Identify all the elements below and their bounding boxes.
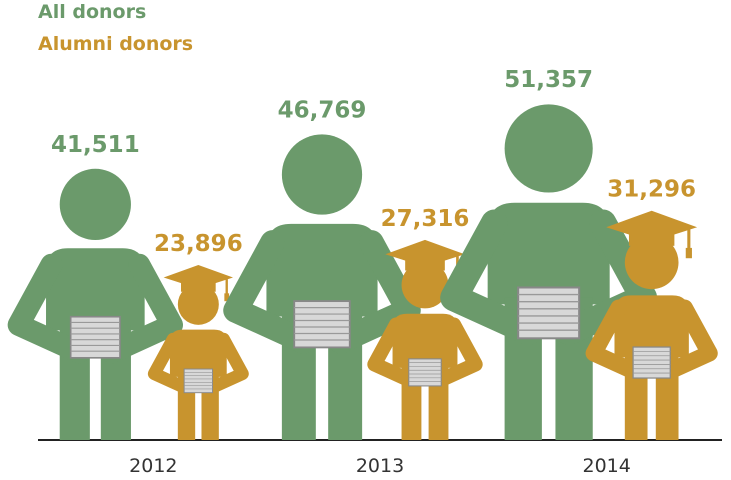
- cap-base: [405, 259, 445, 271]
- tassel-end: [224, 293, 230, 302]
- tassel-end: [685, 247, 692, 259]
- data-label: 46,769: [278, 97, 367, 123]
- torso: [266, 223, 378, 317]
- legend-entry: Alumni donors: [38, 33, 193, 55]
- head: [59, 168, 131, 240]
- x-tick-label: 2014: [582, 455, 630, 477]
- head: [177, 283, 219, 325]
- cap-base: [628, 233, 675, 246]
- arms: [7, 253, 184, 364]
- donor-figure: [223, 134, 421, 440]
- x-tick-label: 2012: [129, 455, 177, 477]
- donor-figure: [585, 210, 718, 440]
- torso: [614, 295, 689, 358]
- cap-base: [180, 282, 216, 292]
- arms: [223, 230, 421, 354]
- head: [401, 261, 449, 309]
- donor-figure: [367, 239, 483, 440]
- data-label: 31,296: [607, 177, 696, 203]
- donor-figure: [7, 168, 184, 440]
- arms: [147, 332, 249, 396]
- cap-board: [385, 239, 465, 267]
- head: [624, 235, 679, 290]
- book-stack: [183, 368, 214, 394]
- legend-entry: All donors: [38, 1, 146, 23]
- torso: [169, 329, 227, 377]
- books: [632, 346, 671, 379]
- books: [517, 286, 581, 340]
- head: [281, 134, 363, 215]
- head: [504, 104, 593, 193]
- books: [69, 315, 121, 359]
- data-label: 27,316: [381, 206, 470, 232]
- donor-figure: [440, 104, 658, 440]
- arms: [367, 317, 483, 390]
- torso: [487, 202, 610, 305]
- arms: [585, 299, 718, 383]
- data-label: 23,896: [154, 231, 243, 257]
- data-label: 41,511: [51, 132, 140, 158]
- x-tick-label: 2013: [356, 455, 404, 477]
- books: [293, 300, 351, 349]
- books: [408, 358, 442, 387]
- data-label: 51,357: [504, 67, 593, 93]
- books: [183, 368, 214, 394]
- torso: [392, 313, 458, 368]
- donor-figure: [147, 264, 249, 440]
- torso: [46, 248, 145, 331]
